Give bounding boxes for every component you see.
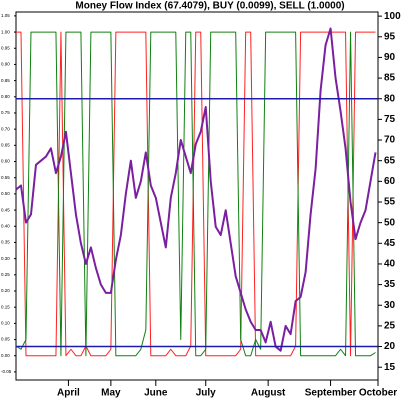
x-tick-label: July	[196, 388, 216, 399]
y-tick-label: 85	[384, 73, 396, 84]
y2-tick-label: 0.15	[1, 304, 10, 309]
x-tick-label: June	[144, 388, 168, 399]
y2-tick-label: 0.10	[1, 321, 10, 326]
y-tick-label: 75	[384, 114, 396, 125]
x-tick-label: April	[57, 388, 80, 399]
y-tick-label: 20	[384, 341, 396, 352]
y-tick-label: 55	[384, 197, 396, 208]
y2-tick-label: 0.35	[1, 240, 10, 245]
y2-tick-label: 0.50	[1, 191, 10, 196]
x-tick-label: September	[305, 388, 357, 399]
x-tick-label: October	[359, 388, 397, 399]
y2-tick-label: 1.05	[1, 13, 10, 18]
y2-tick-label: 0.40	[1, 223, 10, 228]
y-tick-label: 95	[384, 31, 396, 42]
y2-tick-label: 0.25	[1, 272, 10, 277]
y2-tick-label: 0.60	[1, 159, 10, 164]
y2-tick-label: 1.00	[1, 29, 10, 34]
x-tick-label: May	[101, 388, 121, 399]
y-tick-label: 60	[384, 176, 396, 187]
y2-tick-label: 0.20	[1, 288, 10, 293]
series-line	[15, 27, 377, 352]
y2-tick-label: 0.05	[1, 337, 10, 342]
y2-tick-label: 0.85	[1, 78, 10, 83]
series-line	[16, 31, 376, 357]
y2-tick-label: 0.65	[1, 143, 10, 148]
y-tick-label: 80	[384, 93, 396, 104]
y-tick-label: 15	[384, 362, 396, 373]
chart-title: Money Flow Index (67.4079), BUY (0.0099)…	[75, 1, 344, 12]
y2-tick-label: 0.30	[1, 256, 10, 261]
y2-tick-label: 0.45	[1, 207, 10, 212]
y-tick-label: 90	[384, 52, 396, 63]
y2-tick-label: 0.55	[1, 175, 10, 180]
y2-tick-label: 0.80	[1, 94, 10, 99]
x-tick-label: August	[251, 388, 286, 399]
y2-tick-label: -0.05	[1, 369, 12, 374]
y-tick-label: 35	[384, 279, 396, 290]
series-line	[15, 31, 376, 357]
y-tick-label: 45	[384, 238, 396, 249]
y-tick-label: 65	[384, 155, 396, 166]
y2-tick-label: 0.95	[1, 45, 10, 50]
plot-area	[15, 11, 379, 381]
y-tick-label: 70	[384, 135, 396, 146]
y-tick-label: 100	[384, 11, 401, 22]
y-tick-label: 25	[384, 321, 396, 332]
y-tick-label: 50	[384, 217, 396, 228]
y2-tick-label: 0.00	[1, 353, 10, 358]
y-tick-label: 30	[384, 300, 396, 311]
y-tick-label: 40	[384, 259, 396, 270]
y2-tick-label: 0.90	[1, 62, 10, 67]
y2-tick-label: 0.75	[1, 110, 10, 115]
y2-tick-label: 0.70	[1, 126, 10, 131]
